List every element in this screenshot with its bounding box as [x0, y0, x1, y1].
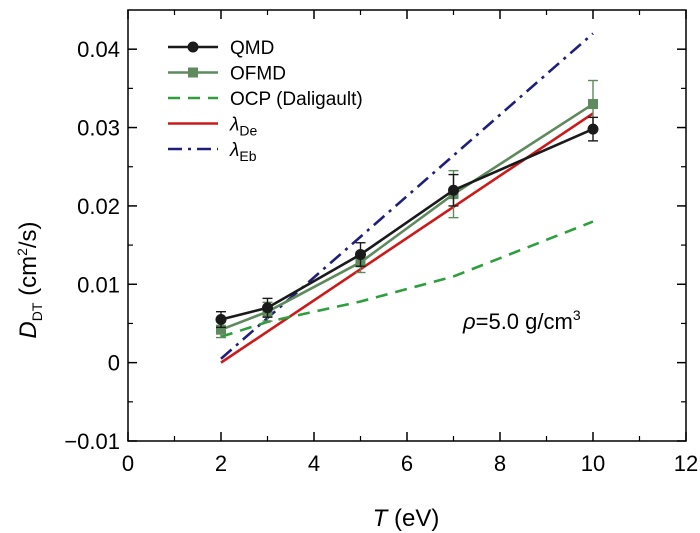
x-axis-title: T (eV) — [373, 505, 440, 532]
y-axis-variable-subscript: DT — [29, 302, 45, 321]
y-axis-title: DDT (cm2/s) — [14, 221, 45, 338]
series-layer — [215, 32, 599, 364]
legend-label--eb: λEb — [229, 140, 257, 164]
series-line-ocp-daligault- — [220, 220, 594, 339]
density-symbol: ρ — [462, 309, 476, 334]
density-annotation: ρ=5.0 g/cm3 — [462, 307, 581, 334]
legend-label-main: λ — [229, 115, 239, 136]
data-point-ofmd — [216, 324, 226, 335]
legend-label-subscript: Eb — [239, 148, 256, 164]
series-line-qmd — [220, 127, 594, 321]
x-tick-label: 2 — [215, 451, 227, 476]
plot-frame — [127, 9, 687, 442]
x-tick-label: 8 — [494, 451, 506, 476]
y-axis-unit-prefix: (cm — [15, 256, 42, 303]
series-qmd — [215, 116, 599, 329]
series--eb — [220, 32, 594, 360]
data-point-qmd — [587, 123, 599, 135]
x-tick-label: 0 — [122, 451, 134, 476]
x-tick-label: 6 — [401, 451, 413, 476]
y-tick-label: 0.02 — [77, 194, 120, 219]
data-point-qmd — [448, 184, 459, 196]
legend-label-subscript: De — [239, 123, 257, 139]
legend-label-main: λ — [229, 140, 239, 161]
legend-marker-qmd — [187, 41, 199, 53]
y-tick-label: 0.01 — [77, 272, 120, 297]
y-tick-label: −0.01 — [64, 429, 120, 454]
x-tick-label: 10 — [581, 451, 605, 476]
legend-label-ocp-daligault-: OCP (Daligault) — [230, 89, 363, 110]
x-axis-variable: T — [373, 505, 390, 532]
y-tick-label: 0.03 — [77, 116, 120, 141]
legend-label-qmd: QMD — [230, 38, 274, 59]
legend-label-ofmd: OFMD — [230, 64, 286, 85]
data-point-qmd — [355, 248, 366, 260]
density-unit-superscript: 3 — [573, 307, 581, 323]
data-point-ofmd — [588, 99, 598, 110]
x-tick-label: 4 — [308, 451, 320, 476]
y-axis-unit-superscript: 2 — [14, 248, 30, 256]
y-axis-unit-suffix: /s) — [15, 221, 42, 248]
series-ofmd — [216, 79, 598, 339]
data-point-qmd — [262, 302, 273, 314]
data-point-qmd — [215, 314, 227, 326]
legend-label--de: λDe — [229, 115, 257, 139]
x-tick-label: 12 — [674, 451, 698, 476]
density-value: =5.0 g/cm — [476, 309, 573, 334]
series-line-ofmd — [220, 102, 594, 331]
x-axis-unit: (eV) — [387, 505, 439, 532]
series-line--eb — [220, 32, 594, 360]
series-ocp-daligault- — [220, 220, 594, 339]
y-tick-label: 0 — [108, 351, 120, 376]
y-axis-variable: D — [15, 321, 42, 338]
legend-marker-ofmd — [188, 67, 198, 78]
y-tick-label: 0.04 — [77, 37, 120, 62]
